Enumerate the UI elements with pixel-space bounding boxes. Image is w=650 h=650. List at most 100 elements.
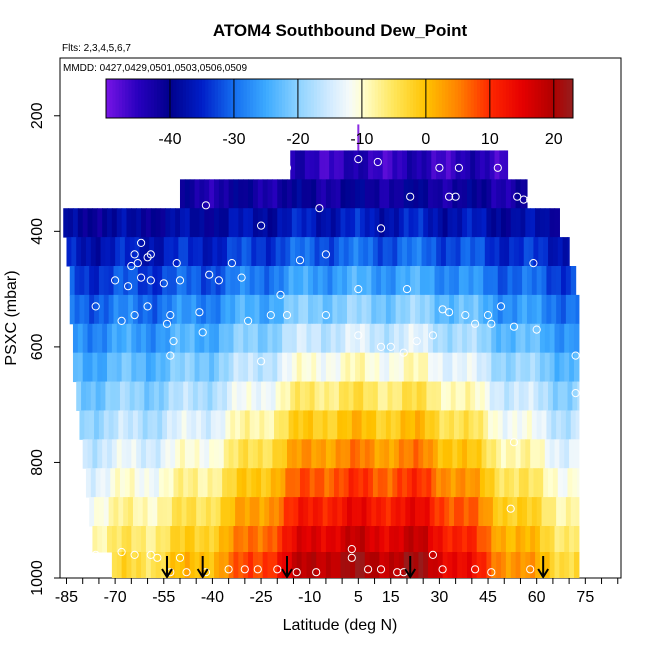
heatmap-cell <box>460 381 466 411</box>
heatmap-cell <box>439 294 445 325</box>
heatmap-cell <box>199 179 205 209</box>
heatmap-cell <box>107 439 113 469</box>
heatmap-cell <box>69 294 76 325</box>
colorbar-swatch <box>416 79 420 118</box>
observation-point <box>506 504 515 513</box>
heatmap-cell <box>147 266 154 296</box>
heatmap-cell <box>569 526 575 553</box>
heatmap-cell <box>181 266 188 296</box>
colorbar-swatch <box>438 79 443 118</box>
heatmap-cell <box>374 552 381 578</box>
heatmap-cell <box>462 439 468 469</box>
colorbar-swatch <box>531 79 536 118</box>
heatmap-cell <box>262 179 269 209</box>
colorbar-swatch <box>454 79 459 118</box>
heatmap-cell <box>103 497 110 527</box>
colorbar-swatch <box>550 79 555 118</box>
heatmap-cell <box>134 381 141 411</box>
heatmap-cell <box>303 294 309 325</box>
observation-point <box>166 311 175 320</box>
heatmap-cell <box>366 294 372 325</box>
observation-point <box>321 311 330 320</box>
heatmap-cell <box>214 552 220 578</box>
heatmap-cell <box>316 439 322 469</box>
colorbar-swatch <box>377 79 382 118</box>
heatmap-cell <box>476 179 483 209</box>
heatmap-cell <box>543 381 549 411</box>
heatmap-cell <box>249 266 256 296</box>
heatmap-cell <box>423 179 429 209</box>
heatmap-cell <box>561 497 567 527</box>
heatmap-cell <box>439 410 445 440</box>
heatmap-cell <box>457 179 463 209</box>
heatmap-cell <box>246 237 252 267</box>
heatmap-cell <box>251 468 257 498</box>
heatmap-cell <box>515 526 522 553</box>
heatmap-cell <box>296 323 303 354</box>
heatmap-cell <box>567 237 570 267</box>
heatmap-cell <box>228 179 235 209</box>
heatmap-cell <box>355 526 361 553</box>
heatmap-cell <box>525 552 531 578</box>
heatmap-cell <box>569 439 575 469</box>
heatmap-cell <box>363 381 369 411</box>
heatmap-cell <box>538 468 544 498</box>
heatmap-cell <box>408 526 415 553</box>
heatmap-cell <box>413 352 419 383</box>
heatmap-cell <box>426 381 432 411</box>
heatmap-cell <box>194 323 201 354</box>
heatmap-cell <box>403 526 410 553</box>
heatmap-cell <box>157 410 163 440</box>
heatmap-cell <box>374 323 381 354</box>
heatmap-cell <box>457 439 463 469</box>
heatmap-cell <box>257 208 264 238</box>
heatmap-cell <box>189 179 196 209</box>
heatmap-cell <box>176 266 183 296</box>
heatmap-cell <box>160 439 166 469</box>
x-tick-label: 75 <box>576 589 594 606</box>
colorbar-swatch <box>166 79 171 118</box>
colorbar-swatch <box>512 79 516 118</box>
heatmap-cell <box>398 552 405 578</box>
heatmap-cell <box>437 439 444 469</box>
heatmap-cell <box>230 294 236 325</box>
heatmap-cell <box>476 439 483 469</box>
heatmap-cell <box>374 352 381 383</box>
heatmap-cell <box>483 294 489 325</box>
heatmap-cell <box>272 552 278 578</box>
heatmap-cell <box>538 381 544 411</box>
colorbar-swatch <box>214 79 219 118</box>
colorbar-swatch <box>493 79 497 118</box>
heatmap-cell <box>235 294 241 325</box>
colorbar-swatch <box>566 79 571 118</box>
heatmap-cell <box>147 497 154 527</box>
heatmap-cell <box>283 497 290 527</box>
colorbar-swatch <box>249 79 254 118</box>
observation-point <box>266 311 275 320</box>
colorbar-swatch <box>483 79 488 118</box>
heatmap-cell <box>278 266 285 296</box>
heatmap-cell <box>215 497 222 527</box>
observation-point <box>276 290 285 299</box>
heatmap-cell <box>89 497 95 527</box>
arrow-head <box>404 568 417 579</box>
heatmap-cell <box>389 552 395 578</box>
heatmap-cell <box>257 552 264 578</box>
x-tick-label: -40 <box>201 589 224 606</box>
heatmap-cell <box>282 352 288 383</box>
heatmap-cell <box>491 552 497 578</box>
heatmap-cell <box>231 237 238 267</box>
colorbar-swatch <box>265 79 270 118</box>
heatmap-cell <box>212 237 218 267</box>
heatmap-cell <box>447 439 453 469</box>
heatmap-cell <box>321 552 327 578</box>
heatmap-cell <box>265 237 272 267</box>
colorbar-swatch <box>109 79 113 118</box>
heatmap-cell <box>460 150 466 180</box>
heatmap-cell <box>327 266 333 296</box>
heatmap-cell <box>296 352 303 383</box>
heatmap-cell <box>267 179 273 209</box>
heatmap-cell <box>539 352 546 383</box>
colorbar-swatch <box>502 79 507 118</box>
observation-point <box>169 337 178 346</box>
